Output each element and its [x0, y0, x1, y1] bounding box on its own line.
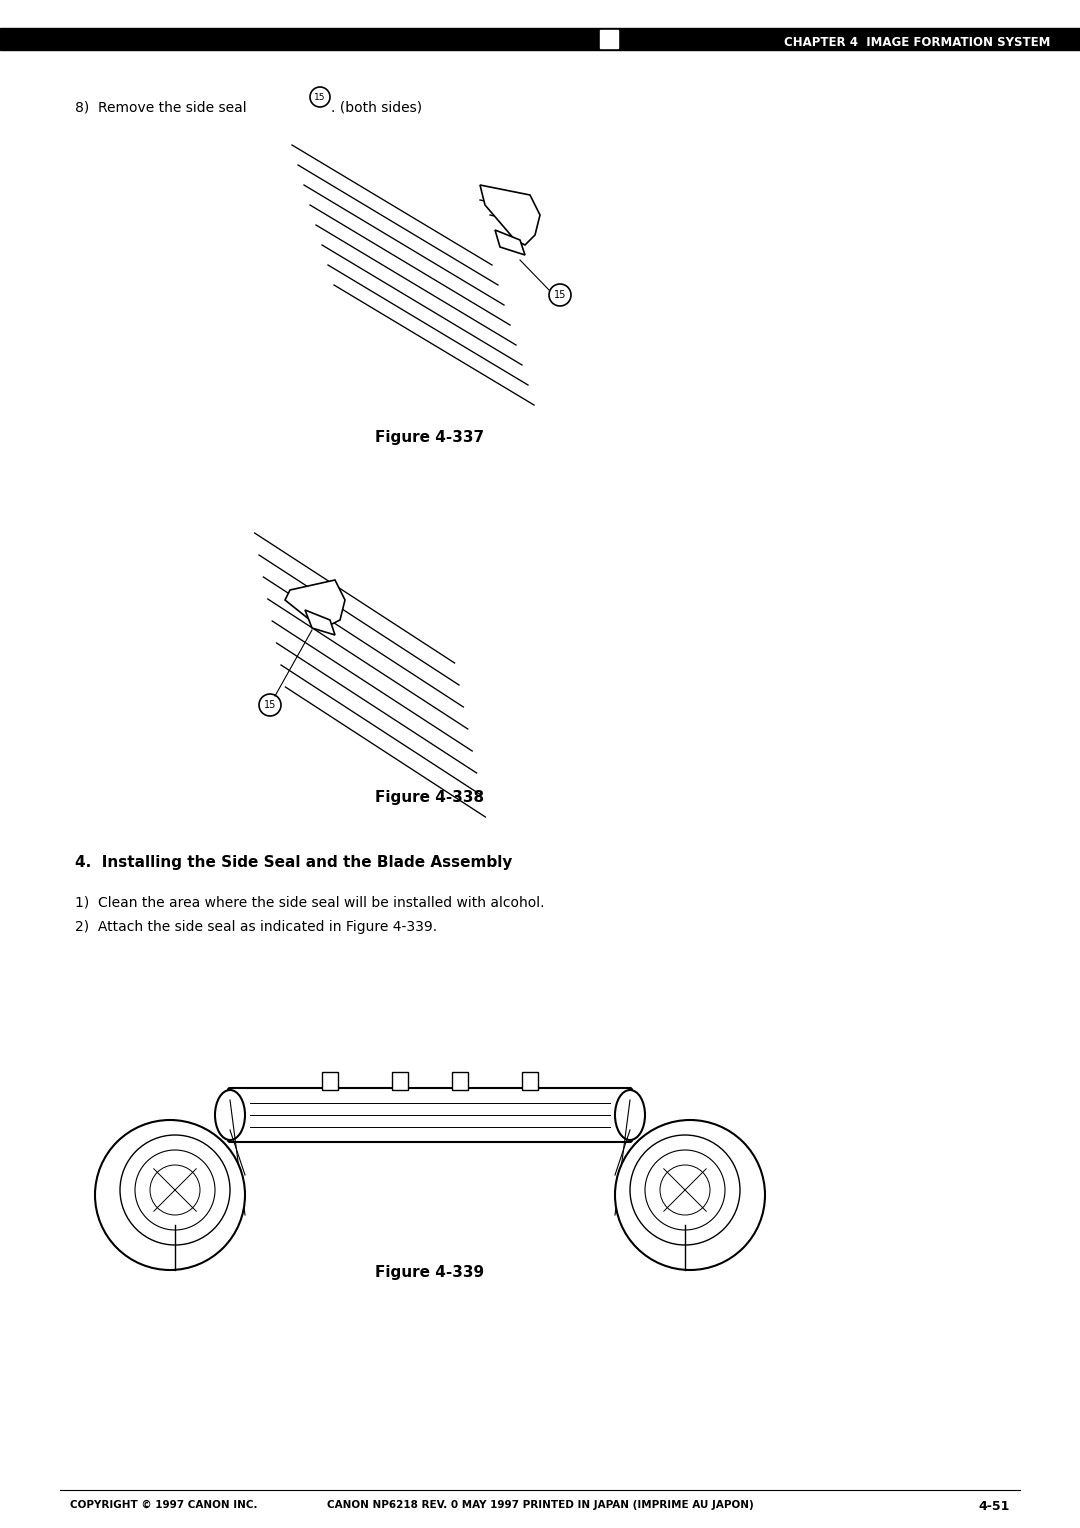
Circle shape [615, 1120, 765, 1270]
Text: 4-51: 4-51 [978, 1500, 1010, 1513]
Bar [0, 28, 1080, 50]
Ellipse shape [215, 1089, 245, 1140]
Text: 15: 15 [264, 700, 276, 711]
Text: Figure 4-339: Figure 4-339 [376, 1265, 485, 1280]
Text: Figure 4-338: Figure 4-338 [376, 790, 485, 805]
Bar [453, 1073, 468, 1089]
Polygon shape [285, 581, 345, 625]
Polygon shape [495, 231, 525, 255]
Text: 8)  Remove the side seal: 8) Remove the side seal [75, 99, 251, 115]
Text: CHAPTER 4  IMAGE FORMATION SYSTEM: CHAPTER 4 IMAGE FORMATION SYSTEM [784, 35, 1050, 49]
Bar [392, 1073, 408, 1089]
Text: 15: 15 [314, 93, 326, 101]
FancyBboxPatch shape [228, 1088, 632, 1141]
Text: CANON NP6218 REV. 0 MAY 1997 PRINTED IN JAPAN (IMPRIME AU JAPON): CANON NP6218 REV. 0 MAY 1997 PRINTED IN … [326, 1500, 754, 1510]
Bar [600, 31, 618, 47]
Text: 2)  Attach the side seal as indicated in Figure 4-339.: 2) Attach the side seal as indicated in … [75, 920, 437, 934]
Text: COPYRIGHT © 1997 CANON INC.: COPYRIGHT © 1997 CANON INC. [70, 1500, 257, 1510]
Polygon shape [305, 610, 335, 636]
Text: 15: 15 [554, 290, 566, 299]
Ellipse shape [615, 1089, 645, 1140]
Text: Figure 4-337: Figure 4-337 [376, 429, 485, 445]
Bar [322, 1073, 338, 1089]
Polygon shape [480, 185, 540, 244]
Text: 1)  Clean the area where the side seal will be installed with alcohol.: 1) Clean the area where the side seal wi… [75, 895, 544, 909]
Circle shape [95, 1120, 245, 1270]
Text: 4.  Installing the Side Seal and the Blade Assembly: 4. Installing the Side Seal and the Blad… [75, 856, 512, 869]
Bar [522, 1073, 538, 1089]
Text: . (both sides): . (both sides) [330, 99, 422, 115]
